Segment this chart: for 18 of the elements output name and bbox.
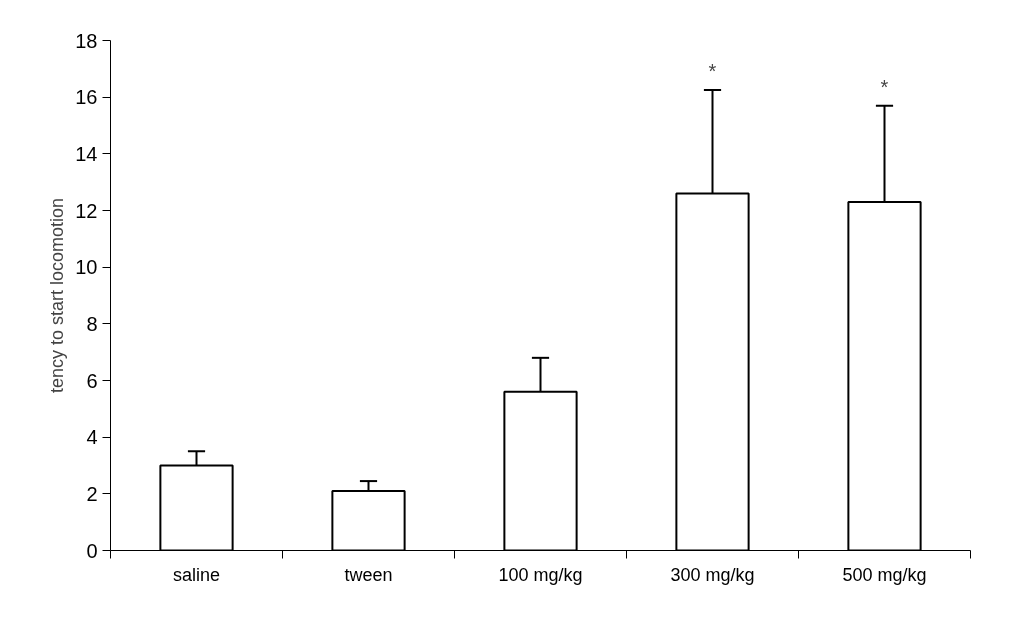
y-tick-label: 2	[86, 482, 98, 505]
annotation: *	[708, 60, 717, 83]
y-axis-title: tency to start locomotion	[47, 197, 68, 394]
y-tick-label: 12	[75, 199, 98, 222]
y-tick-label: 8	[86, 312, 98, 335]
y-tick-label: 14	[75, 142, 98, 165]
y-tick-label: 16	[75, 86, 98, 109]
x-tick-label: 300 mg/kg	[670, 564, 755, 585]
x-tick-label: 100 mg/kg	[498, 564, 583, 585]
y-tick-label: 6	[86, 369, 98, 392]
x-tick-label: 500 mg/kg	[842, 564, 927, 585]
annotation: *	[880, 75, 889, 98]
x-tick-label: saline	[172, 564, 221, 585]
x-tick-label: tween	[344, 564, 393, 585]
y-tick-label: 18	[75, 29, 98, 52]
y-tick-label: 10	[75, 256, 98, 279]
y-tick-label: 4	[86, 426, 98, 449]
y-tick-label: 0	[86, 539, 98, 562]
